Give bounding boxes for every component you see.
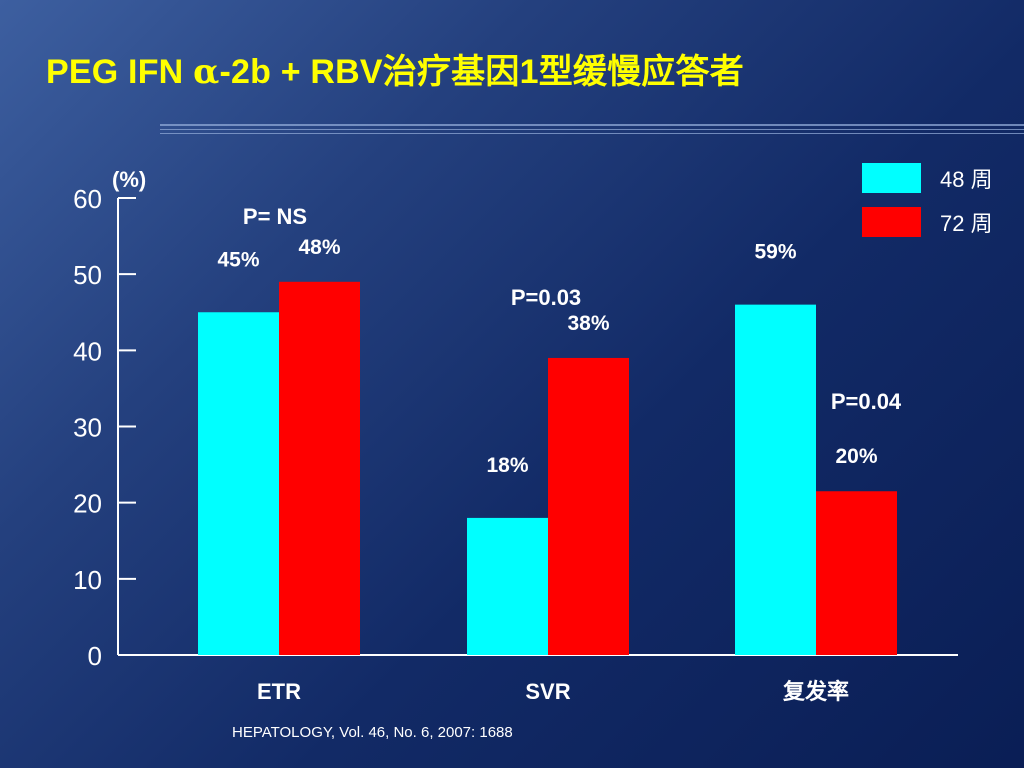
title-suffix: -2b + RBV治疗基因1型缓慢应答者 — [219, 53, 744, 91]
slide-title: PEG IFN α-2b + RBV治疗基因1型缓慢应答者 — [46, 44, 744, 93]
y-tick-label: 0 — [88, 641, 102, 671]
y-tick-label: 50 — [73, 260, 102, 290]
bar-value-label: 20% — [835, 445, 877, 468]
bar-value-label: 59% — [754, 241, 796, 264]
bar-48wk-1 — [467, 517, 548, 655]
bar-value-label: 48% — [298, 236, 340, 259]
legend-label: 72 周 — [940, 211, 993, 236]
bar-value-label: 18% — [486, 454, 528, 477]
bar-72wk-0 — [279, 281, 360, 655]
bar-48wk-2 — [735, 304, 816, 655]
citation-footnote: HEPATOLOGY, Vol. 46, No. 6, 2007: 1688 — [232, 724, 513, 741]
legend-swatch-0 — [862, 163, 921, 193]
bar-72wk-1 — [548, 357, 629, 655]
bar-value-label: 45% — [217, 248, 259, 271]
p-value-label: P=0.03 — [511, 285, 581, 310]
bar-72wk-2 — [816, 491, 897, 655]
title-divider-line-2 — [160, 129, 1024, 130]
y-tick-label: 40 — [73, 336, 102, 366]
title-prefix: PEG IFN — [46, 53, 194, 91]
p-value-label: P=0.04 — [831, 389, 902, 414]
x-category-label: 复发率 — [782, 679, 849, 704]
y-tick-label: 10 — [73, 565, 102, 595]
title-alpha-symbol: α — [193, 52, 220, 92]
legend-label: 48 周 — [940, 167, 993, 192]
y-tick-label: 20 — [73, 489, 102, 519]
legend-swatch-1 — [862, 207, 921, 237]
y-tick-label: 30 — [73, 413, 102, 443]
bar-value-label: 38% — [567, 312, 609, 335]
x-category-label: SVR — [525, 679, 570, 704]
y-tick-label: 60 — [73, 184, 102, 214]
x-category-label: ETR — [257, 679, 301, 704]
y-axis-label: (%) — [112, 167, 146, 192]
p-value-label: P= NS — [243, 204, 307, 229]
title-divider-line-3 — [160, 133, 1024, 134]
bar-48wk-0 — [198, 312, 279, 655]
title-divider-line-1 — [160, 124, 1024, 126]
